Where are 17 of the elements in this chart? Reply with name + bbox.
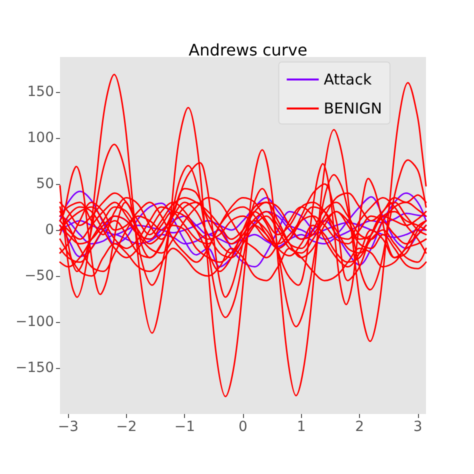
y-tick-label: −50	[24, 268, 54, 284]
x-tick-label: 0	[238, 419, 248, 435]
legend-label: Attack	[324, 70, 372, 88]
x-tick-label: 3	[413, 419, 422, 435]
x-tick-label: 2	[355, 419, 364, 435]
x-tick-label: −1	[174, 419, 196, 435]
y-tick-label: 0	[45, 222, 54, 238]
x-tick-label: 1	[296, 419, 306, 435]
x-tick-label: −3	[58, 419, 78, 435]
x-tick-label: −2	[116, 419, 137, 435]
y-tick-label: 150	[27, 84, 54, 100]
y-tick-label: −150	[16, 360, 54, 376]
y-tick-label: 50	[36, 176, 54, 192]
chart-title: Andrews curve	[188, 40, 308, 60]
y-tick-label: −100	[16, 314, 54, 330]
legend-label: BENIGN	[324, 100, 382, 118]
y-tick-label: 100	[27, 130, 54, 146]
